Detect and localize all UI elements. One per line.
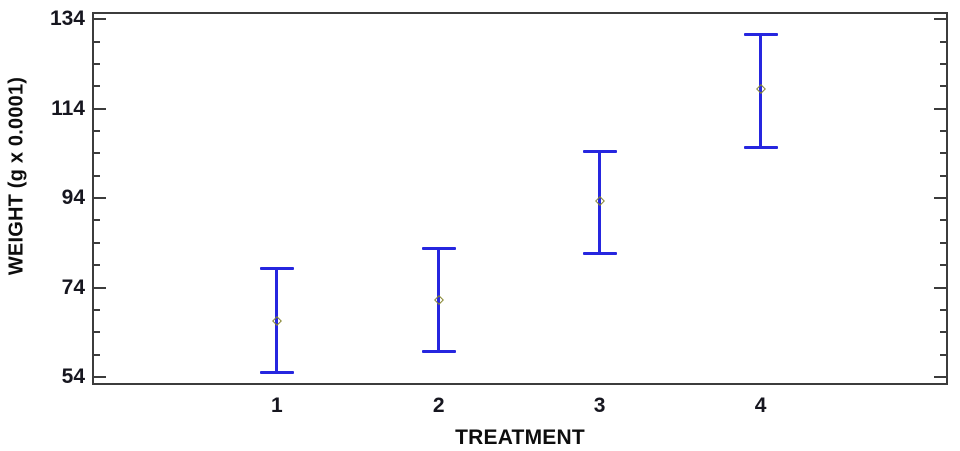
error-bar-cap-top xyxy=(743,33,778,37)
y-minor-tick-left xyxy=(92,129,100,132)
y-minor-tick-left xyxy=(92,40,100,43)
y-minor-tick-right xyxy=(940,308,948,311)
error-bar-cap-top xyxy=(259,266,294,270)
y-minor-tick-right xyxy=(940,353,948,356)
error-bar-line xyxy=(275,268,279,373)
y-tick-label: 94 xyxy=(61,186,85,210)
plot-area xyxy=(92,12,948,385)
y-tick-label: 54 xyxy=(61,364,85,388)
y-minor-tick-right xyxy=(940,40,948,43)
y-major-tick-right xyxy=(934,286,948,289)
error-bar-cap-top xyxy=(582,149,617,153)
y-minor-tick-left xyxy=(92,152,100,155)
y-major-tick-right xyxy=(934,197,948,200)
error-bar-cap-bottom xyxy=(259,371,294,375)
y-major-tick-right xyxy=(934,18,948,21)
y-tick-label: 74 xyxy=(61,275,85,299)
y-minor-tick-right xyxy=(940,62,948,65)
y-minor-tick-right xyxy=(940,241,948,244)
error-bar-line xyxy=(759,34,763,148)
error-bar-line xyxy=(437,248,441,352)
y-major-tick-left xyxy=(92,18,106,21)
y-major-tick-left xyxy=(92,197,106,200)
y-minor-tick-right xyxy=(940,152,948,155)
error-bar-cap-bottom xyxy=(582,251,617,255)
error-bar-cap-bottom xyxy=(743,146,778,150)
y-minor-tick-right xyxy=(940,331,948,334)
y-minor-tick-left xyxy=(92,62,100,65)
x-tick-label: 1 xyxy=(271,394,283,417)
y-minor-tick-left xyxy=(92,331,100,334)
y-tick-label: 114 xyxy=(51,96,85,120)
error-bar-cap-bottom xyxy=(421,349,456,353)
error-bar-line xyxy=(598,151,602,254)
y-minor-tick-left xyxy=(92,308,100,311)
x-tick-label: 3 xyxy=(593,394,606,417)
y-major-tick-left xyxy=(92,286,106,289)
y-major-tick-left xyxy=(92,107,106,110)
y-minor-tick-left xyxy=(92,264,100,267)
y-minor-tick-right xyxy=(940,85,948,88)
error-bar-cap-top xyxy=(421,246,456,250)
y-minor-tick-left xyxy=(92,353,100,356)
y-minor-tick-left xyxy=(92,174,100,177)
x-tick-label: 4 xyxy=(754,394,767,417)
y-minor-tick-left xyxy=(92,85,100,88)
y-minor-tick-right xyxy=(940,264,948,267)
x-tick-label: 2 xyxy=(432,394,445,417)
y-minor-tick-right xyxy=(940,129,948,132)
y-minor-tick-right xyxy=(940,174,948,177)
y-minor-tick-right xyxy=(940,219,948,222)
y-minor-tick-left xyxy=(92,241,100,244)
y-major-tick-left xyxy=(92,375,106,378)
y-minor-tick-left xyxy=(92,219,100,222)
y-major-tick-right xyxy=(934,375,948,378)
y-major-tick-right xyxy=(934,107,948,110)
x-axis-title: TREATMENT xyxy=(455,426,585,449)
y-tick-label: 134 xyxy=(49,7,85,31)
